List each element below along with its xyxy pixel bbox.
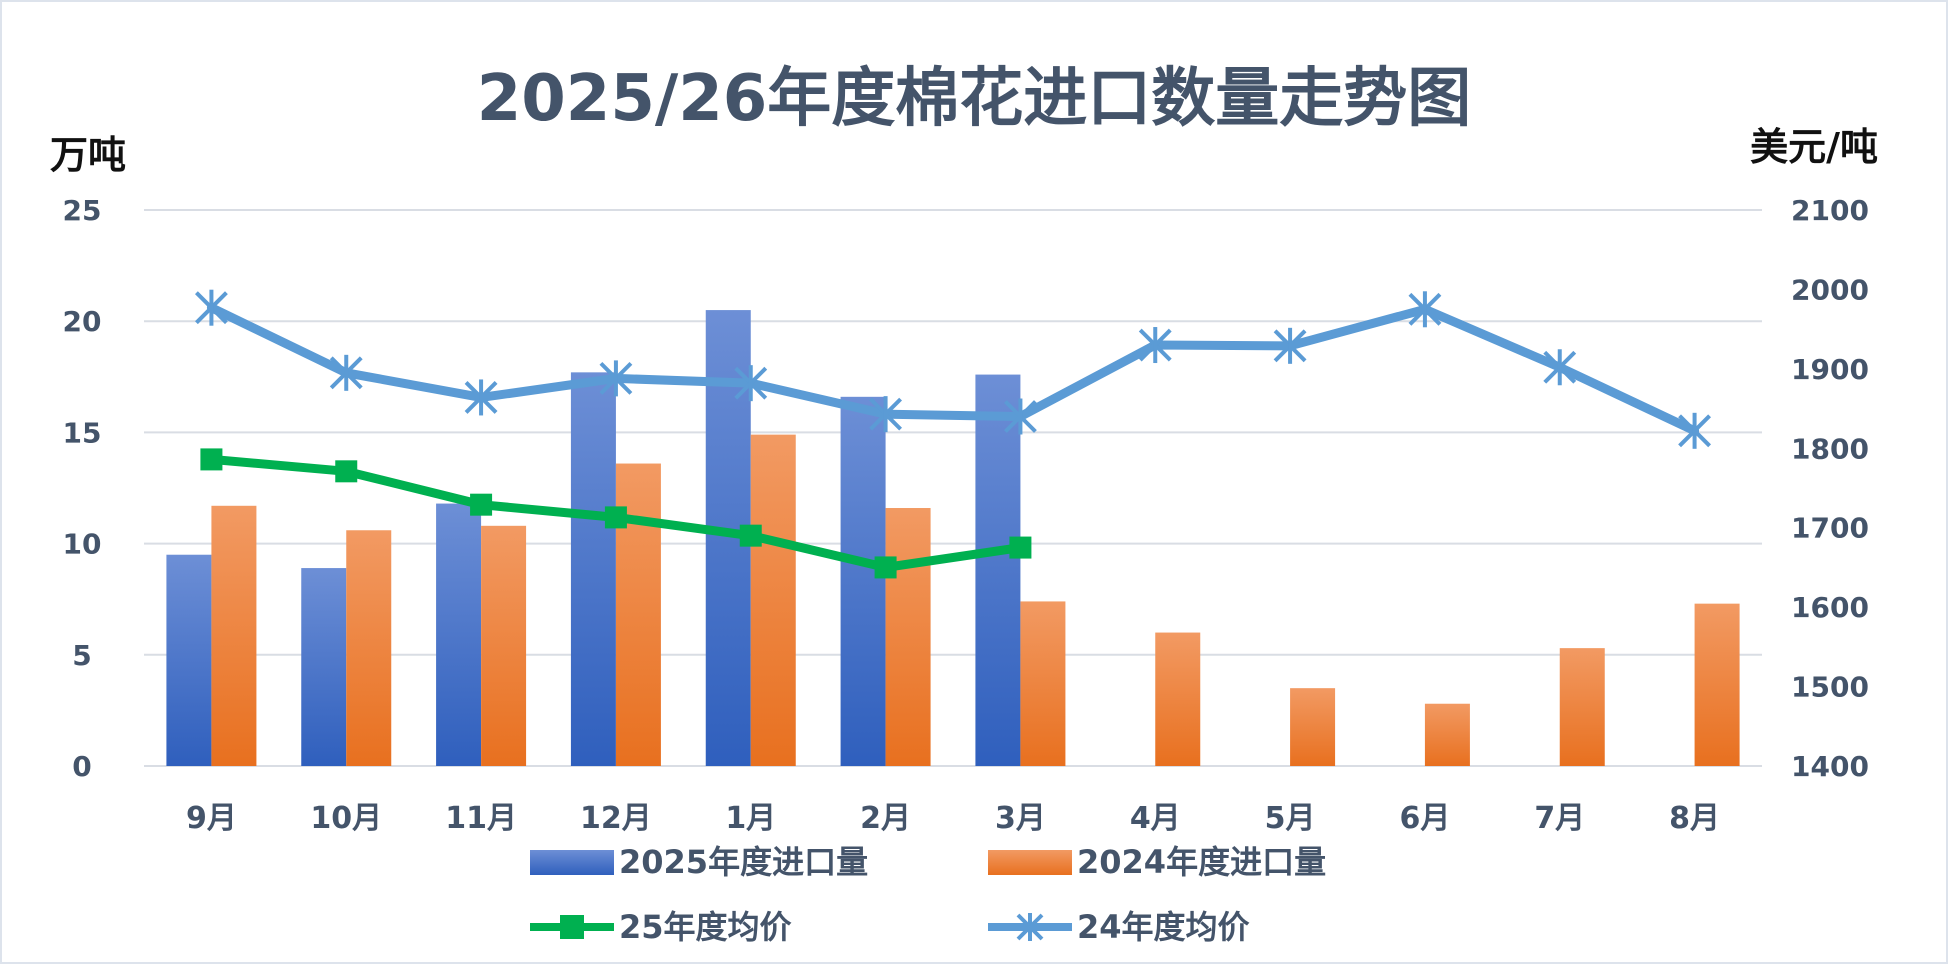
left-tick-label: 15 <box>63 416 102 449</box>
point-24-price[interactable] <box>1273 327 1307 364</box>
point-24-price[interactable] <box>1543 349 1577 386</box>
right-tick-label: 2100 <box>1791 194 1869 227</box>
point-24-price[interactable] <box>734 365 768 402</box>
x-axis-ticks: 9月 10月 11月 12月 1月 2月 3月 4月 5月 6月 7月 8月 <box>186 801 1720 836</box>
right-axis-ticks: 1400 1500 1600 1700 1800 1900 2000 2100 <box>1791 194 1869 783</box>
point-25-price[interactable] <box>739 524 762 547</box>
point-24-price[interactable] <box>329 354 363 391</box>
legend-item-25-price[interactable]: 25年度均价 <box>530 908 792 946</box>
bar-2024-import[interactable] <box>1290 688 1336 766</box>
legend-label-2025-import: 2025年度进口量 <box>619 843 868 881</box>
point-25-price[interactable] <box>1009 536 1032 559</box>
point-24-price[interactable] <box>1678 412 1711 449</box>
legend-swatch-2024-import <box>988 850 1072 875</box>
point-24-price[interactable] <box>464 379 498 416</box>
point-24-price[interactable] <box>195 289 228 326</box>
legend-label-25-price: 25年度均价 <box>619 908 792 946</box>
legend: 2025年度进口量 2024年度进口量 25年度均价 24年度均价 <box>530 843 1326 946</box>
x-tick-label: 8月 <box>1669 801 1720 836</box>
lines <box>195 289 1711 579</box>
point-25-price[interactable] <box>604 506 627 529</box>
point-24-price[interactable] <box>869 396 902 433</box>
x-tick-label: 7月 <box>1534 801 1585 836</box>
x-tick-label: 11月 <box>445 801 517 836</box>
x-tick-label: 6月 <box>1399 801 1450 836</box>
left-tick-label: 10 <box>63 528 102 561</box>
x-tick-label: 2月 <box>860 801 911 836</box>
left-tick-label: 0 <box>72 750 91 783</box>
x-tick-label: 1月 <box>725 801 776 836</box>
line-24-price <box>206 303 1700 436</box>
x-tick-label: 5月 <box>1265 801 1316 836</box>
bar-2024-import[interactable] <box>750 434 796 766</box>
legend-marker-25-price <box>560 915 584 939</box>
legend-marker-24-price <box>1016 913 1044 941</box>
right-tick-label: 1800 <box>1791 432 1869 465</box>
bar-2025-import[interactable] <box>436 503 482 766</box>
left-axis-unit: 万吨 <box>50 133 126 177</box>
x-tick-label: 9月 <box>186 801 237 836</box>
bar-2024-import[interactable] <box>211 505 257 766</box>
x-tick-label: 10月 <box>310 801 382 836</box>
point-24-price[interactable] <box>1004 398 1037 435</box>
bar-2024-import[interactable] <box>1559 648 1605 766</box>
legend-label-2024-import: 2024年度进口量 <box>1077 843 1326 881</box>
right-axis-unit: 美元/吨 <box>1750 125 1878 169</box>
point-25-price[interactable] <box>470 493 493 516</box>
right-tick-label: 1400 <box>1791 750 1869 783</box>
bar-2024-import[interactable] <box>1020 601 1066 766</box>
bar-2024-import[interactable] <box>346 530 392 766</box>
left-tick-label: 20 <box>63 305 102 338</box>
x-tick-label: 12月 <box>580 801 652 836</box>
point-25-price[interactable] <box>335 460 358 483</box>
legend-item-2025-import[interactable]: 2025年度进口量 <box>530 843 868 881</box>
right-tick-label: 1700 <box>1791 512 1869 545</box>
legend-item-24-price[interactable]: 24年度均价 <box>988 908 1250 946</box>
bar-2024-import[interactable] <box>481 525 527 766</box>
bar-2025-import[interactable] <box>975 374 1021 766</box>
point-24-price[interactable] <box>599 360 633 397</box>
point-24-price[interactable] <box>1408 291 1442 328</box>
right-tick-label: 1500 <box>1791 671 1869 704</box>
left-tick-label: 5 <box>72 639 91 672</box>
right-tick-label: 1900 <box>1791 353 1869 386</box>
bar-2024-import[interactable] <box>1694 603 1740 766</box>
bar-2024-import[interactable] <box>1424 703 1470 766</box>
legend-item-2024-import[interactable]: 2024年度进口量 <box>988 843 1326 881</box>
bar-2025-import[interactable] <box>570 372 616 766</box>
legend-swatch-2025-import <box>530 850 614 875</box>
bars <box>166 310 1740 766</box>
bar-2024-import[interactable] <box>885 508 931 766</box>
right-tick-label: 2000 <box>1791 273 1869 306</box>
bar-2024-import[interactable] <box>1155 632 1201 766</box>
point-25-price[interactable] <box>200 448 223 471</box>
point-25-price[interactable] <box>874 556 897 579</box>
left-axis-ticks: 0 5 10 15 20 25 <box>63 194 102 783</box>
bar-2025-import[interactable] <box>840 396 886 766</box>
gridlines <box>144 209 1762 767</box>
right-tick-label: 1600 <box>1791 591 1869 624</box>
legend-label-24-price: 24年度均价 <box>1077 908 1250 946</box>
chart-title: 2025/26年度棉花进口数量走势图 <box>477 62 1472 136</box>
bar-2025-import[interactable] <box>301 568 347 766</box>
x-tick-label: 3月 <box>995 801 1046 836</box>
bar-2025-import[interactable] <box>166 554 212 766</box>
left-tick-label: 25 <box>63 194 102 227</box>
x-tick-label: 4月 <box>1130 801 1181 836</box>
point-24-price[interactable] <box>1138 327 1172 364</box>
